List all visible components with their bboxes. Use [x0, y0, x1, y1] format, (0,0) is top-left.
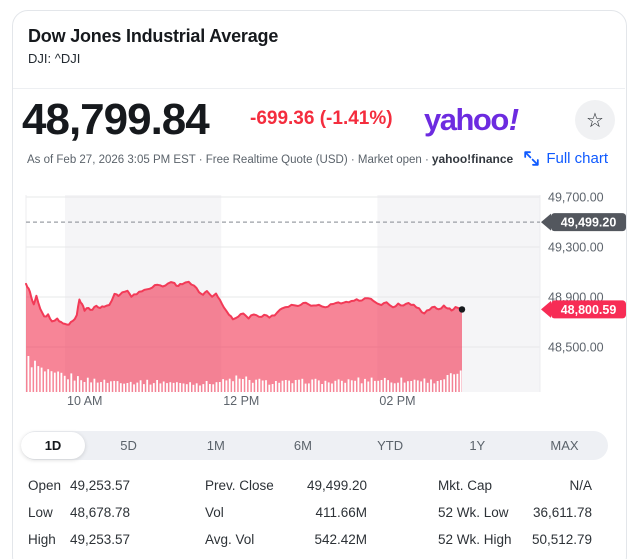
tab-5d[interactable]: 5D [85, 431, 172, 460]
prev-close-badge-body [551, 213, 626, 232]
y-axis-label: 48,500.00 [548, 341, 604, 355]
stats-row: Open 49,253.57 Prev. Close 49,499.20 Mkt. Ca… [0, 472, 633, 499]
full-chart-link[interactable]: Full chart [524, 150, 608, 167]
stat-label: 52 Wk. Low [438, 505, 509, 520]
page-title: Dow Jones Industrial Average [28, 26, 279, 46]
tab-max[interactable]: MAX [521, 431, 608, 460]
as-of-line: As of Feb 27, 2026 3:05 PM EST · Free Re… [27, 152, 514, 166]
x-axis-label: 12 PM [223, 394, 259, 408]
stat-label: Low [28, 505, 53, 520]
intraday-price-chart[interactable]: 49,700.0049,300.0048,900.0048,500.0049,4… [0, 185, 633, 419]
price-line [25, 280, 463, 326]
stat-value: 36,611.78 [532, 505, 592, 520]
tab-ytd[interactable]: YTD [347, 431, 434, 460]
y-axis-label: 49,300.00 [548, 241, 604, 255]
last-trade-dot [458, 306, 466, 313]
stat-value: N/A [569, 478, 592, 493]
expand-icon [524, 151, 540, 166]
y-axis-label: 49,700.00 [548, 191, 604, 205]
last-price-badge-label: 48,800.59 [561, 303, 617, 317]
x-axis-label: 02 PM [379, 394, 415, 408]
symbol-line: DJI: ^DJI [28, 51, 81, 66]
header-divider [13, 88, 625, 89]
tab-1y[interactable]: 1Y [434, 431, 521, 460]
stat-label: 52 Wk. High [438, 532, 512, 547]
stat-value: 49,499.20 [306, 478, 367, 493]
stat-label: Mkt. Cap [438, 478, 493, 493]
stat-label: High [28, 532, 56, 547]
stat-value: 48,678.78 [69, 505, 130, 520]
stat-value: 542.42M [314, 532, 367, 547]
stat-label: Vol [205, 505, 224, 520]
stat-value: 49,253.57 [69, 532, 130, 547]
price-change: -699.36 (-1.41%) [250, 108, 393, 129]
volume-bars [27, 356, 462, 392]
prev-close-badge-arrow [541, 213, 551, 231]
yahoo-logo-bang: ! [508, 102, 519, 137]
stat-label: Avg. Vol [205, 532, 255, 547]
prev-close-badge-label: 49,499.20 [561, 216, 617, 230]
x-axis-label: 10 AM [67, 394, 102, 408]
tab-1m[interactable]: 1M [172, 431, 259, 460]
stats-row: Low 48,678.78 Vol 411.66M 52 Wk. Low 36,611.7… [0, 499, 633, 526]
price-area-fill [26, 281, 462, 392]
last-price-badge-arrow [541, 300, 551, 318]
last-price-badge-body [551, 300, 626, 319]
stat-value: 49,253.57 [69, 478, 130, 493]
tab-6m[interactable]: 6M [259, 431, 346, 460]
yahoo-finance-wordmark: yahoo!finance [431, 152, 514, 166]
stat-value: 50,512.79 [531, 532, 592, 547]
full-chart-label: Full chart [546, 150, 608, 167]
stat-label: Open [28, 478, 62, 493]
range-tab-bar: 1D 5D 1M 6M YTD 1Y MAX [21, 431, 608, 460]
star-icon: ☆ [586, 109, 604, 132]
favorite-star-button[interactable]: ☆ [575, 100, 615, 140]
yahoo-logo[interactable]: yahoo! [424, 102, 519, 137]
stat-value: 411.66M [315, 505, 367, 520]
tab-1d[interactable]: 1D [21, 432, 85, 459]
stats-row: High 49,253.57 Avg. Vol 542.42M 52 Wk. High 5… [0, 526, 633, 553]
stat-label: Prev. Close [205, 478, 274, 493]
last-price: 48,799.84 [22, 95, 210, 144]
